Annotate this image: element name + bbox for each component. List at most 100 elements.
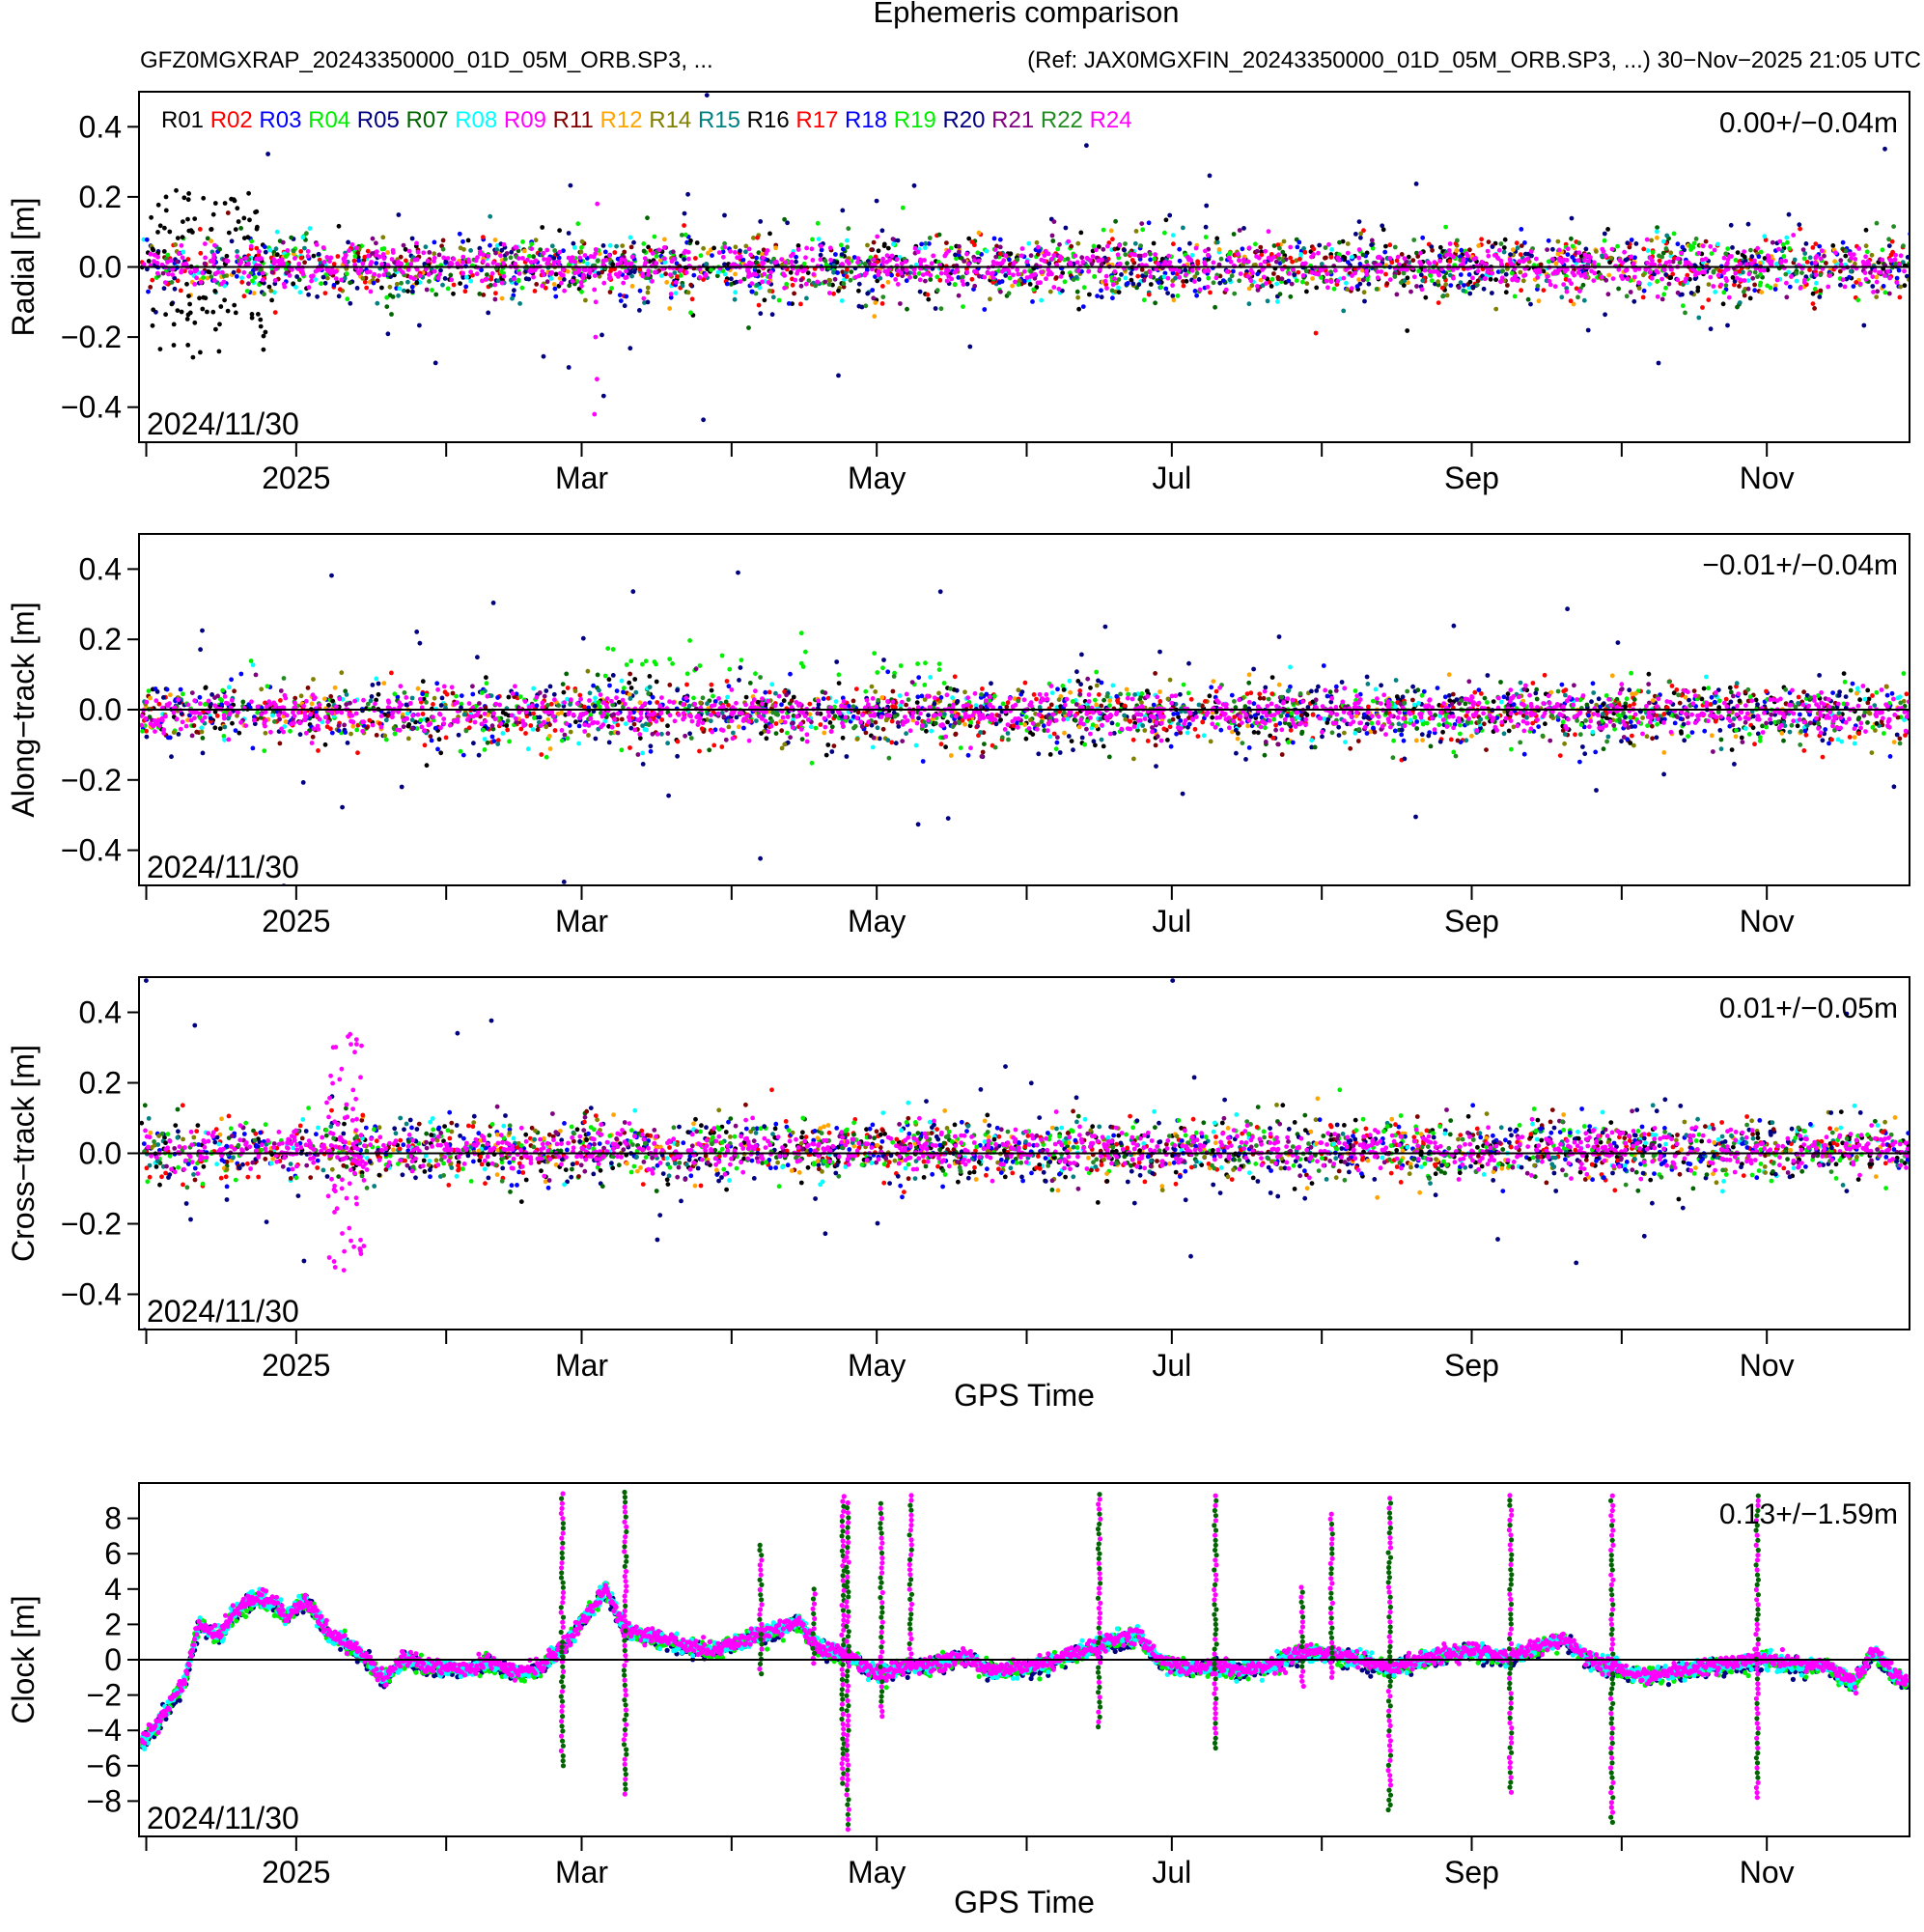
data-point-r08	[897, 693, 903, 698]
data-point-r24	[1863, 254, 1868, 260]
data-point-r19	[1650, 249, 1656, 255]
data-point-r14	[1869, 252, 1875, 258]
data-point-r01	[187, 301, 193, 307]
data-point-r05	[460, 275, 466, 280]
data-point-r02	[175, 278, 181, 284]
data-point-r09	[198, 280, 204, 285]
data-point-r05	[1379, 683, 1383, 688]
data-point-r24	[1073, 253, 1078, 259]
data-point-r07	[1631, 697, 1637, 702]
data-point-r19	[810, 237, 815, 242]
data-point-r04	[619, 747, 625, 753]
data-point-r04	[1081, 285, 1087, 291]
data-point-r08	[300, 235, 306, 240]
data-point-r12	[662, 237, 667, 242]
data-point-r05	[1663, 272, 1669, 277]
data-point-r03	[916, 675, 922, 681]
data-point-r01	[258, 317, 264, 322]
data-point-r24	[375, 249, 379, 254]
data-point-r24	[1170, 283, 1175, 288]
data-point-r02	[144, 728, 150, 734]
data-point-r24	[1733, 270, 1739, 276]
data-point-r24	[668, 292, 674, 296]
data-point-r09	[944, 267, 949, 273]
data-point-r14	[360, 276, 366, 281]
data-point-r09	[1711, 284, 1716, 289]
data-point-r18	[1240, 246, 1245, 252]
data-point-r24	[912, 266, 917, 272]
data-point-r19	[1690, 244, 1696, 250]
data-point-r24	[1842, 284, 1848, 290]
data-point-r24	[1583, 274, 1588, 280]
data-point-r01	[465, 238, 471, 243]
data-point-r01	[203, 295, 209, 301]
data-point-r07	[1312, 744, 1318, 750]
data-point-r03	[1110, 295, 1115, 301]
data-point-r11	[547, 722, 552, 728]
data-point-r08	[222, 737, 227, 742]
data-point-r05	[967, 344, 973, 350]
data-point-r09	[349, 241, 355, 247]
data-point-r08	[891, 241, 896, 247]
data-point-r20	[1084, 143, 1089, 149]
data-point-r22	[1500, 268, 1505, 273]
data-point-r09	[1715, 272, 1721, 278]
data-point-r05	[580, 635, 586, 641]
data-point-r22	[304, 231, 309, 237]
data-point-r09	[1074, 260, 1080, 266]
data-point-r24	[1708, 274, 1714, 280]
data-point-r07	[567, 283, 572, 289]
data-point-r09	[889, 253, 895, 259]
data-point-r03	[489, 734, 495, 740]
data-point-r15	[1301, 246, 1306, 251]
data-point-r24	[557, 270, 563, 276]
data-point-r22	[1455, 238, 1460, 243]
data-point-r24	[1813, 260, 1818, 266]
data-point-r22	[1474, 282, 1480, 288]
data-point-r19	[996, 268, 1002, 274]
data-point-r19	[900, 205, 906, 210]
data-point-r01	[1727, 685, 1733, 690]
data-point-r24	[1878, 269, 1883, 275]
data-point-r05	[1894, 732, 1900, 738]
data-point-r11	[1837, 268, 1843, 274]
data-point-r04	[1451, 749, 1457, 755]
data-point-r09	[703, 272, 709, 277]
data-point-r18	[1163, 286, 1169, 292]
data-point-r19	[1512, 294, 1518, 299]
data-point-r09	[697, 274, 703, 280]
data-point-r03	[1168, 743, 1174, 749]
data-point-r02	[1273, 722, 1278, 728]
data-point-r01	[1605, 227, 1610, 232]
data-point-r11	[1455, 738, 1461, 743]
data-point-r20	[172, 286, 178, 292]
data-point-r19	[609, 286, 614, 291]
data-point-r18	[1462, 283, 1466, 288]
data-point-r08	[1854, 686, 1860, 691]
data-point-r24	[751, 271, 757, 277]
data-point-r09	[541, 250, 546, 256]
legend-entry-r14: R14	[643, 107, 692, 133]
data-point-r09	[1636, 280, 1641, 286]
data-point-r01	[1865, 687, 1871, 693]
data-point-r24	[1485, 248, 1491, 254]
data-point-r22	[1303, 268, 1309, 274]
data-point-r07	[641, 248, 647, 254]
data-point-r09	[1862, 270, 1868, 275]
data-point-r24	[1112, 276, 1117, 282]
data-point-r09	[1024, 275, 1030, 280]
data-point-r11	[663, 271, 668, 277]
data-point-r03	[1209, 685, 1214, 690]
data-point-r05	[794, 259, 798, 265]
data-point-r09	[1335, 278, 1341, 284]
data-point-r04	[1424, 720, 1430, 726]
data-point-r03	[1884, 692, 1890, 698]
data-point-r22	[1741, 289, 1746, 294]
data-point-r19	[916, 270, 922, 276]
data-point-r09	[1721, 255, 1727, 261]
data-point-r24	[1514, 277, 1519, 283]
data-point-r24	[577, 255, 583, 261]
data-point-r03	[1321, 663, 1326, 668]
data-point-r08	[500, 731, 506, 736]
data-point-r14	[1133, 229, 1139, 234]
